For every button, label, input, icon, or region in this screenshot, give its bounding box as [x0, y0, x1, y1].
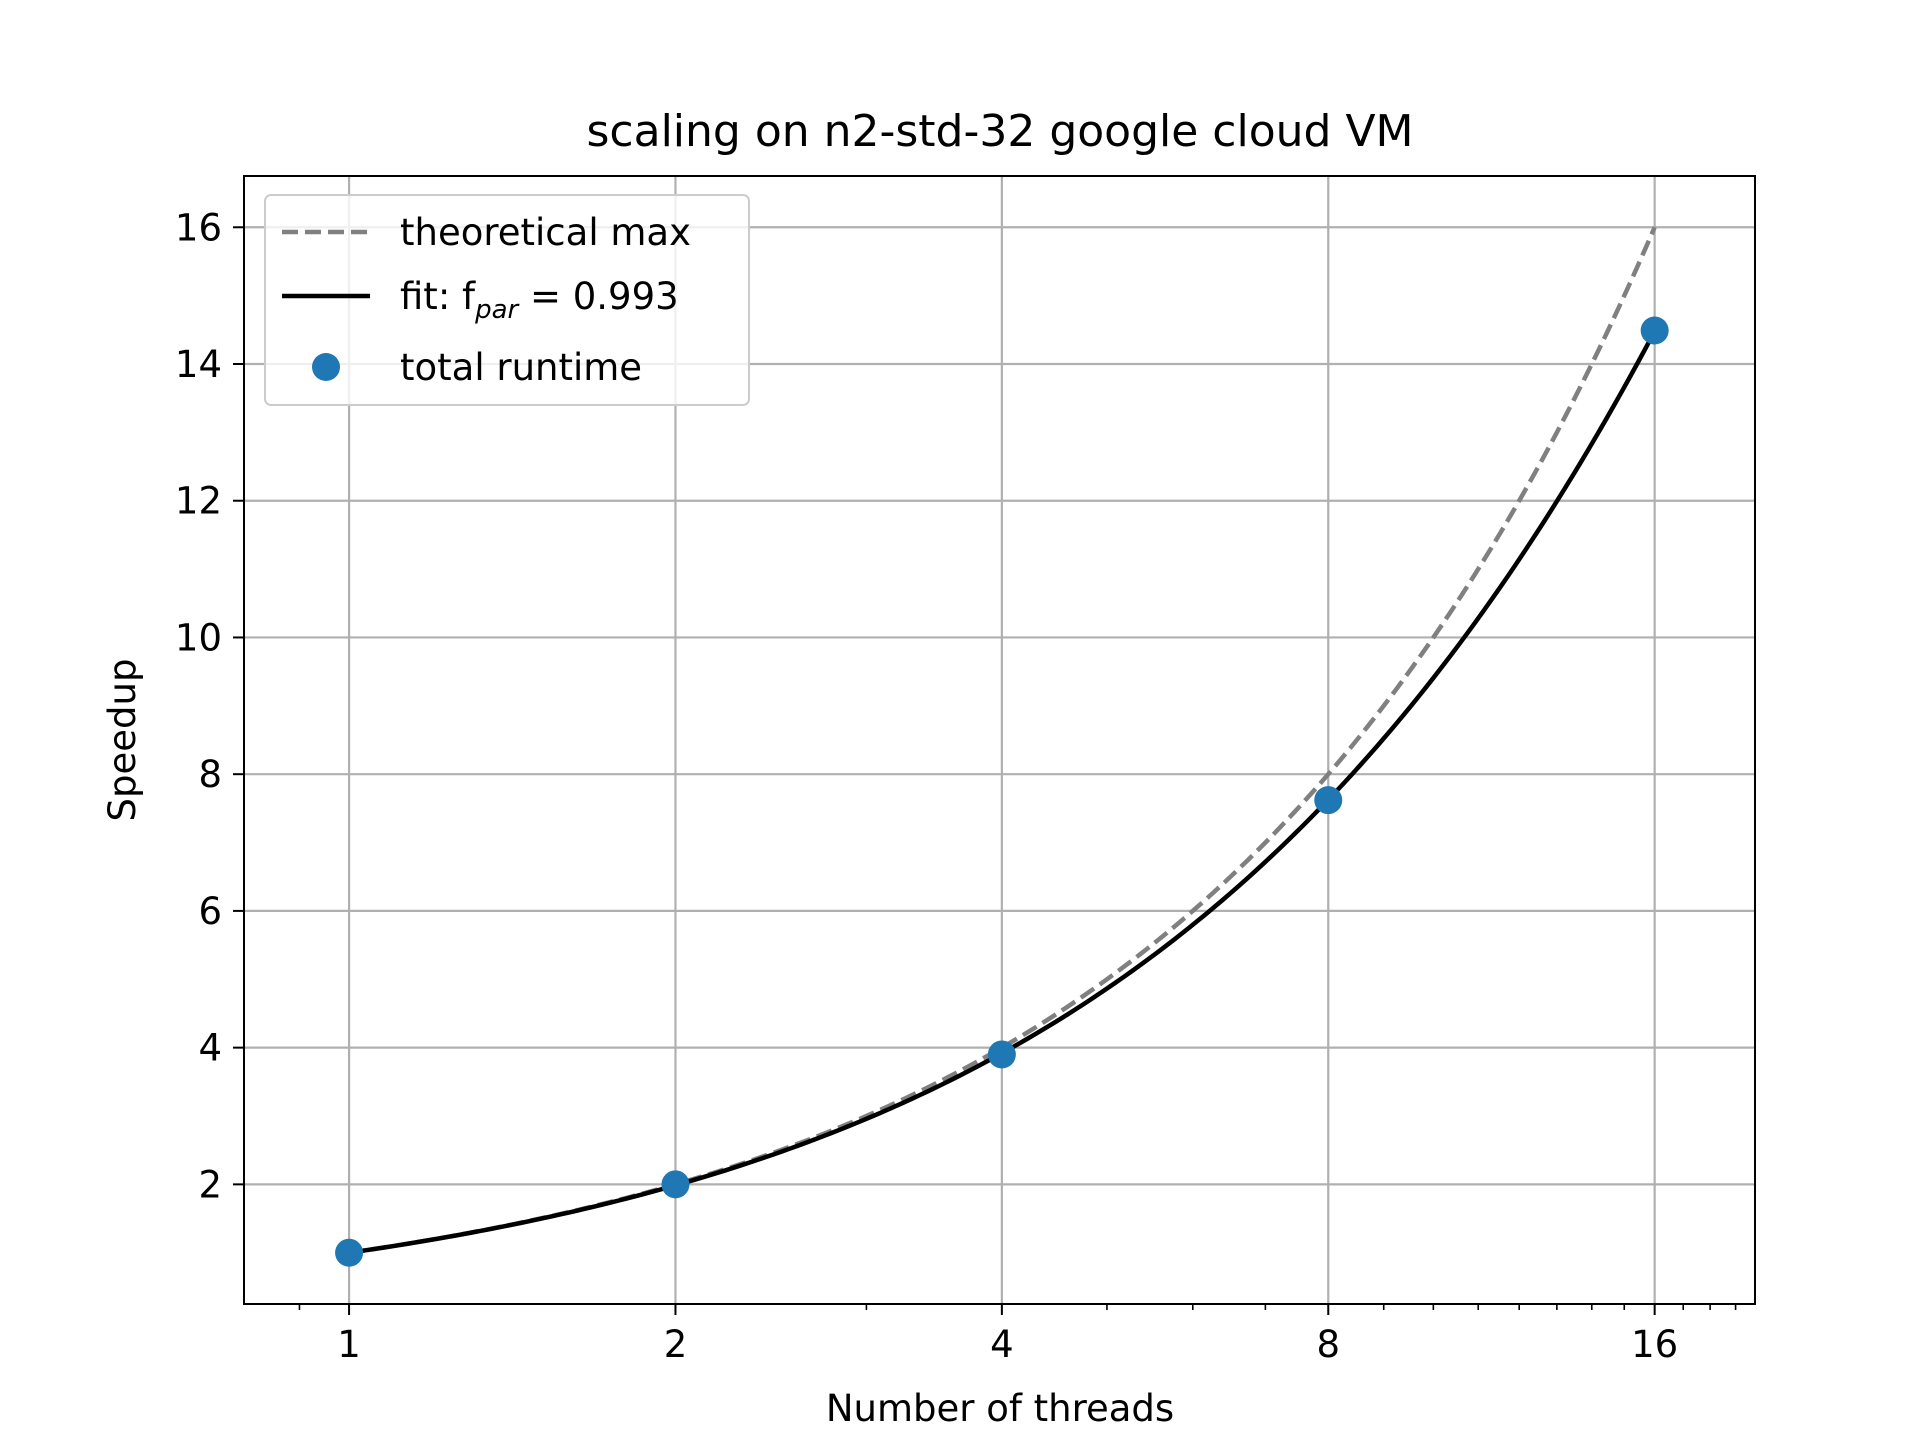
data-point-total-runtime-4 — [987, 1040, 1016, 1069]
y-tick-label-14: 14 — [175, 343, 222, 386]
x-tick-label-1: 1 — [337, 1323, 361, 1366]
y-tick-label-16: 16 — [175, 206, 222, 249]
legend-box — [264, 194, 750, 406]
grid — [244, 176, 1755, 1304]
data-point-total-runtime-16 — [1640, 316, 1669, 345]
x-tick-label-2: 2 — [664, 1323, 688, 1366]
x-axis-label: Number of threads — [826, 1387, 1174, 1430]
data-point-total-runtime-1 — [335, 1238, 364, 1267]
y-tick-label-4: 4 — [198, 1027, 222, 1070]
legend-label-fit: fit: fpar = 0.993 — [400, 275, 679, 325]
chart-title: scaling on n2-std-32 google cloud VM — [586, 106, 1413, 157]
legend-label-fit-prefix: fit: f — [400, 275, 476, 318]
y-tick-label-8: 8 — [198, 753, 222, 796]
series — [335, 226, 1669, 1267]
y-axis-label: Speedup — [101, 659, 144, 822]
legend-label-total-runtime: total runtime — [400, 346, 642, 389]
y-tick-label-2: 2 — [198, 1163, 222, 1206]
data-point-total-runtime-8 — [1314, 786, 1343, 815]
legend-label-theoretical-max: theoretical max — [400, 211, 691, 254]
x-tick-label-4: 4 — [990, 1323, 1014, 1366]
y-tick-label-10: 10 — [175, 616, 222, 659]
data-point-total-runtime-2 — [661, 1170, 690, 1199]
y-tick-label-6: 6 — [198, 890, 222, 933]
legend-label-fit-suffix: = 0.993 — [518, 275, 678, 318]
axes-frame — [243, 175, 1756, 1305]
legend-label-fit-sub: par — [474, 295, 520, 325]
x-tick-label-16: 16 — [1631, 1323, 1678, 1366]
legend: theoretical max fit: fpar = 0.993 total … — [264, 194, 750, 406]
y-tick-label-12: 12 — [175, 480, 222, 523]
x-tick-label-8: 8 — [1316, 1323, 1340, 1366]
legend-marker-total-runtime — [312, 353, 340, 381]
